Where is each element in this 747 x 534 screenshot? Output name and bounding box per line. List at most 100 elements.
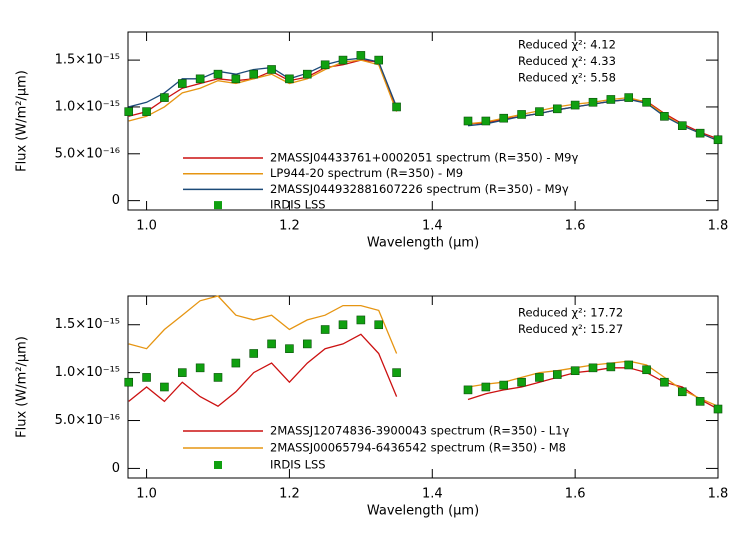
- legend-label: LP944-20 spectrum (R=350) - M9: [270, 166, 463, 180]
- data-point: [552, 370, 562, 379]
- data-point: [249, 69, 259, 79]
- data-point: [267, 65, 276, 74]
- data-point: [570, 100, 580, 110]
- x-tick-label: 1.0: [136, 487, 157, 502]
- y-axis-title: Flux (W/m²/µm): [15, 336, 30, 438]
- x-axis-title: Wavelength (µm): [367, 504, 479, 519]
- data-point: [160, 93, 169, 102]
- x-tick-label: 1.4: [422, 487, 443, 502]
- legend-marker: [214, 201, 222, 210]
- x-tick-label: 1.8: [708, 487, 729, 502]
- data-point: [713, 135, 723, 145]
- legend-label: 2MASSJ12074836-3900043 spectrum (R=350) …: [270, 424, 569, 438]
- chi2-annotation: Reduced χ²: 17.72: [518, 306, 623, 320]
- data-point: [320, 325, 330, 334]
- data-point: [285, 344, 294, 353]
- data-point: [517, 110, 526, 119]
- data-point: [195, 74, 205, 84]
- legend-label: IRDIS LSS: [270, 458, 326, 472]
- data-point: [463, 116, 473, 126]
- data-point: [249, 349, 259, 358]
- data-point: [570, 366, 580, 376]
- x-tick-label: 1.2: [279, 487, 300, 502]
- data-point: [142, 107, 151, 116]
- chi2-annotation: Reduced χ²: 4.12: [518, 38, 616, 52]
- data-point: [499, 113, 509, 123]
- data-point: [213, 373, 223, 382]
- x-tick-label: 1.0: [136, 219, 157, 234]
- data-point: [285, 74, 294, 84]
- data-point: [177, 368, 187, 377]
- y-tick-label: 0: [112, 193, 120, 208]
- data-point: [606, 362, 616, 372]
- data-point: [713, 404, 723, 414]
- data-point: [481, 382, 491, 392]
- data-point: [124, 107, 134, 116]
- legend-label: 2MASSJ00065794-6436542 spectrum (R=350) …: [270, 441, 566, 455]
- x-tick-label: 1.6: [565, 219, 586, 234]
- chi2-annotation: Reduced χ²: 15.27: [518, 322, 623, 336]
- legend-label: 2MASSJ044932881607226 spectrum (R=350) -…: [270, 182, 569, 196]
- data-point: [374, 320, 384, 330]
- data-point: [231, 74, 241, 84]
- y-tick-label: 5.0×10⁻¹⁶: [55, 146, 120, 161]
- data-point: [624, 93, 634, 102]
- data-point: [552, 104, 562, 114]
- data-point: [160, 382, 169, 392]
- data-point: [535, 107, 544, 116]
- data-point: [338, 320, 348, 330]
- legend-label: 2MASSJ04433761+0002051 spectrum (R=350) …: [270, 151, 578, 165]
- data-point: [392, 368, 401, 377]
- spectrum-line: [128, 295, 719, 407]
- plot-frame: [127, 295, 719, 479]
- x-axis-title: Wavelength (µm): [367, 236, 479, 251]
- data-point: [606, 95, 616, 104]
- legend-label: IRDIS LSS: [270, 198, 326, 212]
- data-point: [499, 380, 509, 390]
- y-tick-label: 1.0×10⁻¹⁵: [55, 99, 120, 114]
- data-point: [624, 360, 634, 370]
- y-tick-label: 1.5×10⁻¹⁵: [55, 53, 120, 68]
- y-axis-title: Flux (W/m²/µm): [15, 70, 30, 172]
- x-tick-label: 1.2: [279, 219, 300, 234]
- data-point: [677, 387, 687, 397]
- data-point: [517, 377, 526, 387]
- y-tick-label: 1.0×10⁻¹⁵: [55, 365, 120, 380]
- data-point: [213, 69, 223, 79]
- data-point: [177, 79, 187, 88]
- legend-marker: [214, 461, 222, 469]
- data-point: [535, 373, 544, 382]
- data-point: [677, 121, 687, 130]
- data-point: [392, 102, 401, 112]
- data-point: [642, 365, 651, 375]
- chi2-annotation: Reduced χ²: 4.33: [518, 54, 616, 68]
- data-point: [302, 69, 312, 79]
- y-tick-label: 0: [112, 461, 120, 476]
- data-point: [660, 377, 669, 387]
- data-point: [642, 97, 651, 107]
- data-point: [356, 51, 366, 60]
- data-point: [660, 112, 669, 121]
- data-point: [588, 363, 598, 373]
- data-point: [195, 363, 205, 373]
- data-point: [463, 385, 473, 395]
- x-tick-label: 1.8: [708, 219, 729, 234]
- data-point: [338, 55, 348, 65]
- plot-frame: [127, 31, 719, 211]
- data-point: [142, 373, 151, 382]
- spectrum-line: [128, 333, 719, 410]
- data-point: [124, 377, 134, 387]
- chi2-annotation: Reduced χ²: 5.58: [518, 71, 616, 85]
- data-point: [356, 315, 366, 325]
- y-tick-label: 1.5×10⁻¹⁵: [55, 317, 120, 332]
- data-point: [374, 55, 384, 65]
- data-point: [481, 116, 491, 126]
- data-point: [588, 97, 598, 107]
- x-tick-label: 1.4: [422, 219, 443, 234]
- data-point: [267, 339, 276, 349]
- data-point: [320, 60, 330, 70]
- data-point: [695, 128, 705, 138]
- data-point: [695, 397, 705, 406]
- data-point: [302, 339, 312, 349]
